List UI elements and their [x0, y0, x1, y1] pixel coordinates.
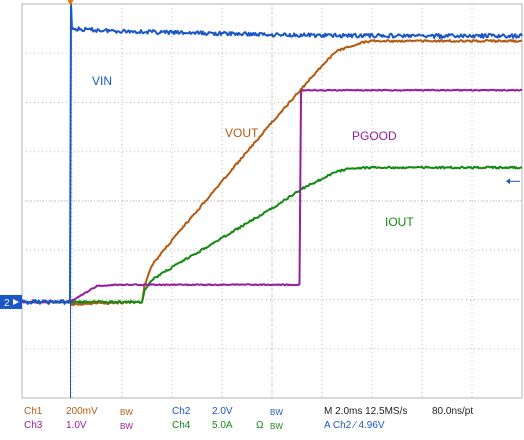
ch3-bandwidth-limit: BW: [120, 422, 133, 431]
ch4-label: Ch4: [172, 420, 191, 431]
trigger-readout: A Ch2 ⁄ 4.96V: [324, 420, 385, 431]
ch4-scale: 5.0A: [212, 420, 233, 431]
label-vout: VOUT: [225, 126, 259, 140]
ch2-bandwidth-limit: BW: [270, 408, 283, 417]
ch2-scale: 2.0V: [212, 406, 233, 417]
screen-markers: 2: [0, 0, 520, 398]
ch1-bandwidth-limit: BW: [120, 408, 133, 417]
trace-iout: [21, 165, 522, 304]
trace-vin: [21, 2, 523, 305]
ch3-scale: 1.0V: [66, 420, 87, 431]
label-iout: IOUT: [385, 215, 414, 229]
trace-pgood: [21, 88, 523, 304]
ch3-label: Ch3: [24, 420, 43, 431]
ch2-label: Ch2: [172, 406, 191, 417]
waveform-traces: [21, 2, 523, 307]
resolution-readout: 80.0ns/pt: [432, 406, 474, 417]
ground-marker-arrow: [13, 298, 19, 305]
label-vin: VIN: [92, 74, 112, 88]
ground-marker: [0, 294, 22, 309]
trigger-position-marker: [67, 0, 74, 6]
ch1-scale: 200mV: [66, 406, 98, 417]
ch4-bandwidth-limit: BW: [270, 422, 283, 431]
graticule-grid: [21, 3, 523, 399]
trace-vout: [21, 39, 523, 307]
ch4-termination: Ω: [256, 420, 264, 431]
trigger-level-arrow: [506, 178, 510, 185]
label-pgood: PGOOD: [352, 129, 397, 143]
ch1-label: Ch1: [24, 406, 43, 417]
ground-marker-label: 2: [4, 298, 10, 309]
timebase-readout: M 2.0ms 12.5MS/s: [324, 406, 408, 417]
